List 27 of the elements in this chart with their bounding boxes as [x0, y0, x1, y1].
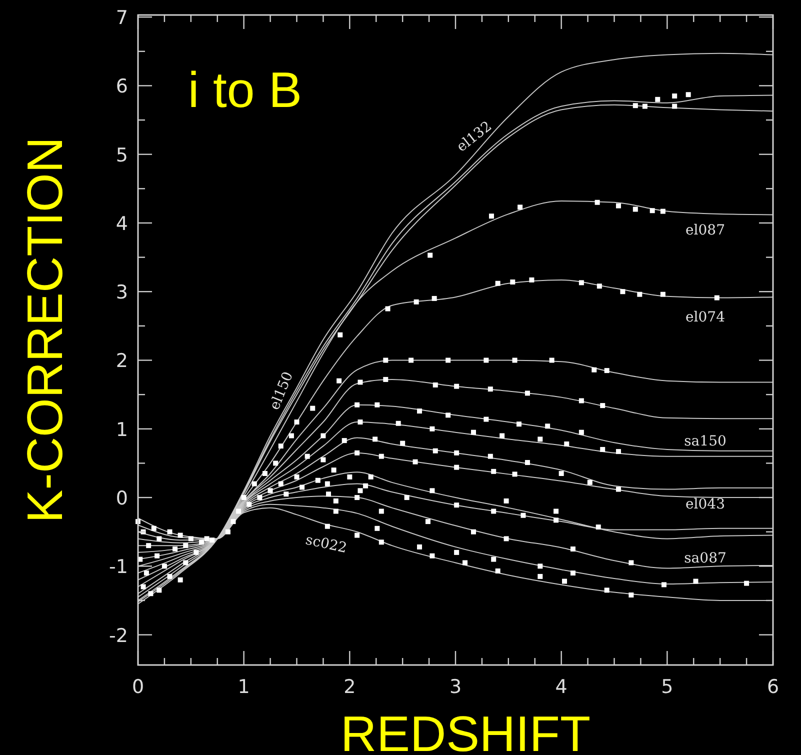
y-tick-label: -2: [109, 624, 128, 647]
y-tick-label: 1: [116, 418, 128, 441]
y-tick-label: 4: [116, 212, 128, 235]
legend-label: sa087: [684, 550, 726, 567]
text: sc022: [304, 532, 348, 557]
y-tick-label: 3: [116, 282, 128, 304]
x-tick-label: 0: [132, 676, 144, 698]
y-tick-label: 0: [116, 488, 128, 510]
text: el150: [266, 370, 296, 412]
x-tick-label: 6: [766, 676, 780, 698]
series-label: el087: [686, 222, 726, 238]
y-tick-label: 5: [116, 144, 128, 166]
y-tick-label: 2: [116, 350, 128, 372]
x-tick-label: 2: [344, 676, 356, 698]
x-tick-label: 3: [449, 676, 462, 698]
series-label: sa150: [684, 433, 726, 450]
x-axis-title: REDSHIFT: [340, 706, 590, 755]
y-tick-label: -1: [109, 556, 128, 578]
y-axis-title: K-CORRECTION: [17, 136, 73, 524]
x-tick-label: 1: [238, 676, 250, 698]
y-tick-label: 7: [116, 7, 128, 30]
y-tick-label: 6: [116, 76, 128, 98]
x-tick-label: 5: [661, 676, 674, 698]
text: i to B: [188, 62, 302, 118]
x-tick-label: 4: [555, 676, 568, 698]
series-label: el074: [686, 309, 726, 326]
series-label: el043: [686, 496, 726, 512]
